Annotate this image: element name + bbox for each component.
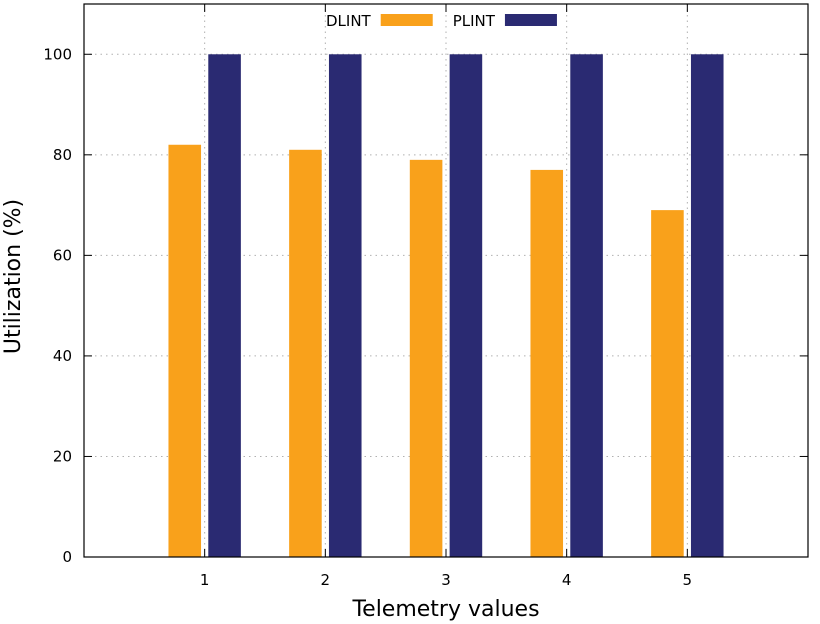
legend-label-plint: PLINT xyxy=(453,12,496,30)
x-tick-label: 5 xyxy=(683,571,693,589)
plot-frame xyxy=(83,3,809,558)
bar-plint-3 xyxy=(449,54,483,557)
bars xyxy=(168,54,724,558)
bar-dlint-4 xyxy=(530,169,564,557)
x-tick-label: 1 xyxy=(200,571,210,589)
y-axis-title: Utilization (%) xyxy=(1,199,26,354)
bar-dlint-2 xyxy=(289,149,322,558)
grid-lines xyxy=(84,4,808,557)
bar-plint-1 xyxy=(208,54,241,557)
bar-plint-2 xyxy=(328,54,362,557)
y-tick-label: 100 xyxy=(43,45,72,63)
bar-dlint-3 xyxy=(409,159,443,557)
bar-plint-4 xyxy=(570,54,603,557)
y-tick-label: 40 xyxy=(53,347,72,365)
bar-dlint-5 xyxy=(651,210,684,558)
legend-label-dlint: DLINT xyxy=(326,12,372,30)
legend-swatch-plint xyxy=(504,14,557,26)
y-tick-label: 0 xyxy=(62,548,72,566)
x-tick-label: 2 xyxy=(321,571,331,589)
legend: DLINT PLINT xyxy=(326,12,557,30)
x-tick-label: 3 xyxy=(441,571,451,589)
x-tick-label: 4 xyxy=(562,571,572,589)
bar-dlint-1 xyxy=(168,144,202,557)
tick-labels: 0 20 40 60 80 100 1 2 3 4 5 xyxy=(43,45,692,589)
y-tick-label: 20 xyxy=(53,447,72,465)
y-tick-label: 60 xyxy=(53,246,72,264)
axis-ticks xyxy=(84,4,808,558)
x-axis-title: Telemetry values xyxy=(351,597,539,622)
bar-plint-5 xyxy=(690,54,724,557)
legend-swatch-dlint xyxy=(380,14,433,26)
y-tick-label: 80 xyxy=(53,146,72,164)
